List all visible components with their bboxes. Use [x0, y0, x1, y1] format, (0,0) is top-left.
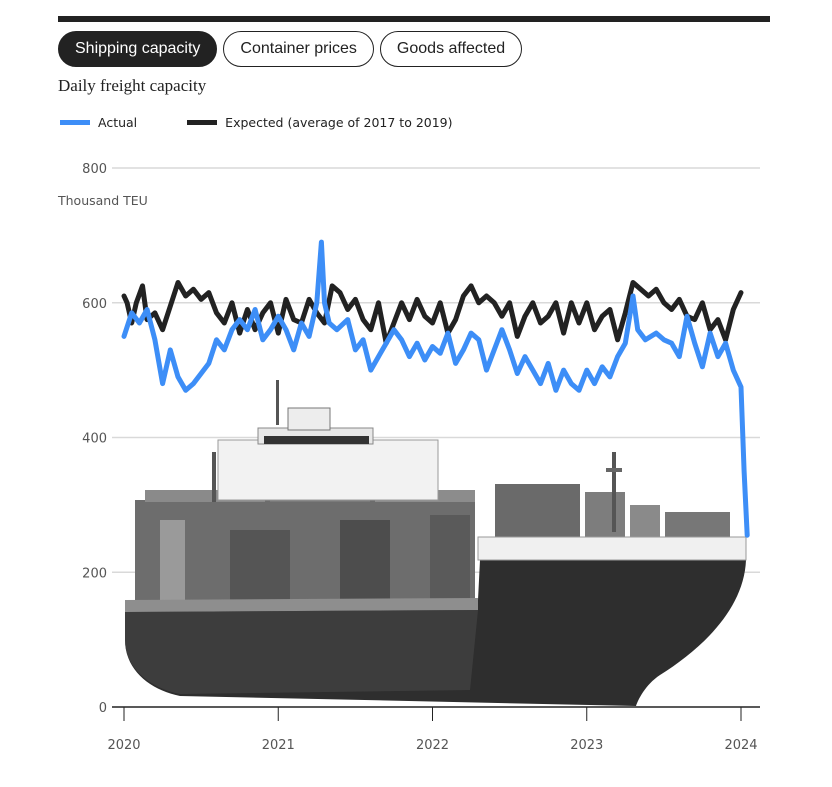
x-tick-label: 2024: [724, 738, 757, 753]
tab-goods-affected[interactable]: Goods affected: [379, 31, 523, 67]
series-lines: [121, 239, 750, 538]
tab-shipping-capacity[interactable]: Shipping capacity: [58, 31, 218, 67]
container-ship-illustration: [125, 380, 747, 706]
y-tick-label: 200: [82, 566, 107, 581]
x-tick-label: 2020: [107, 738, 140, 753]
legend-label-actual: Actual: [98, 115, 138, 130]
tab-bar: Shipping capacity Container prices Goods…: [58, 31, 523, 67]
y-axis-unit-label: Thousand TEU: [58, 193, 148, 208]
y-tick-label: 800: [82, 162, 107, 177]
legend-swatch-expected: [187, 120, 218, 125]
series-line-actual: [121, 239, 750, 538]
tab-container-prices[interactable]: Container prices: [223, 31, 374, 67]
legend-label-expected: Expected (average of 2017 to 2019): [225, 115, 453, 130]
x-tick-label: 2023: [570, 738, 603, 753]
top-rule: [58, 16, 770, 22]
axes: 0 200 400 600 800 2020 2021 2022 2023 2024: [82, 162, 760, 753]
ship-hull: [125, 536, 747, 706]
y-tick-label: 0: [99, 701, 107, 716]
y-tick-label: 400: [82, 432, 107, 447]
legend-swatch-actual: [60, 120, 90, 125]
series-line-expected: [121, 280, 744, 346]
chart-legend: Actual Expected (average of 2017 to 2019…: [60, 115, 503, 130]
legend-item-actual: Actual: [60, 115, 137, 130]
chart-subtitle: Daily freight capacity: [58, 76, 207, 95]
y-tick-label: 600: [82, 297, 107, 312]
bridge-superstructure: [212, 380, 622, 532]
x-tick-label: 2022: [416, 738, 449, 753]
legend-item-expected: Expected (average of 2017 to 2019): [187, 115, 453, 130]
x-tick-label: 2021: [262, 738, 295, 753]
container-stacks: [135, 484, 730, 600]
